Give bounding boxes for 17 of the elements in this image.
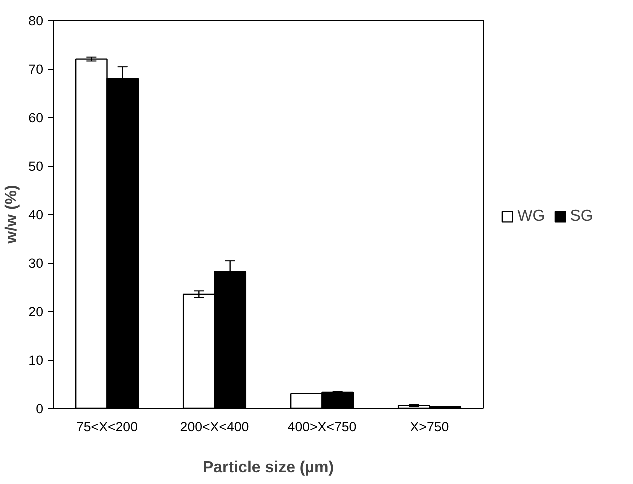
- y-tick-label: 20: [28, 304, 44, 320]
- x-axis-title: Particle size (µm): [202, 460, 334, 476]
- y-axis-title: w/w (%): [4, 185, 21, 245]
- y-tick-label: 10: [28, 353, 44, 368]
- x-tick-label: X>750: [410, 420, 450, 434]
- y-tick-label: 80: [28, 14, 44, 28]
- y-tick-label: 0: [36, 402, 44, 416]
- legend-label: SG: [570, 208, 594, 226]
- y-tick-label: 70: [28, 62, 44, 77]
- y-tick-label: 60: [28, 110, 44, 126]
- y-tick-label: 50: [28, 159, 44, 174]
- x-tick-label: 75<X<200: [76, 420, 138, 434]
- y-tick-label: 30: [28, 256, 44, 271]
- x-tick-label: 200<X<400: [180, 420, 250, 434]
- legend-label: WG: [518, 208, 546, 226]
- x-tick-label: 400>X<750: [288, 420, 357, 434]
- y-tick-label: 40: [28, 208, 44, 222]
